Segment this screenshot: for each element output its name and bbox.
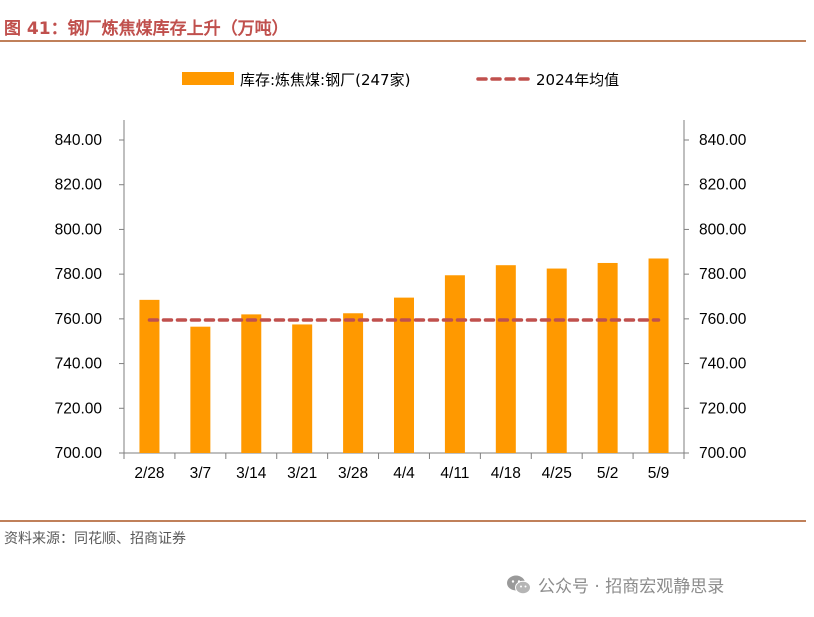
bar-3/14 [241,314,262,453]
bar-5/9 [648,258,669,453]
y-tick-label-left: 760.00 [55,311,103,328]
x-tick-label: 3/21 [287,465,317,482]
chart: 库存:炼焦煤:钢厂(247家) 2024年均值 700.00 720.00 740.0… [55,71,747,482]
y-tick-label-left: 780.00 [55,266,103,283]
x-tick-label: 4/11 [440,465,469,482]
x-tick-label: 4/25 [542,465,572,482]
bottom-rule [0,520,806,522]
y-tick-label-right: 700.00 [699,445,747,462]
watermark-text: 公众号 · 招商宏观静思录 [538,577,725,597]
y-tick-label-left: 820.00 [55,177,103,194]
bar-4/18 [495,265,516,453]
legend-swatch-bar [182,72,234,85]
x-tick-label: 3/28 [338,465,368,482]
y-tick-label-left: 700.00 [55,445,103,462]
bar-2/28 [139,299,160,453]
y-tick-label-right: 820.00 [699,177,747,194]
bar-5/2 [597,262,618,453]
legend: 库存:炼焦煤:钢厂(247家) 2024年均值 [182,71,619,89]
top-rule [0,40,806,42]
figure-title: 图 41：钢厂炼焦煤库存上升（万吨） [4,19,289,39]
x-tick-label: 5/9 [648,465,670,482]
bar-3/21 [292,324,313,453]
y-tick-label-right: 740.00 [699,356,747,373]
bar-4/25 [546,268,567,453]
x-tick-label: 3/14 [236,465,267,482]
y-tick-label-right: 800.00 [699,221,747,238]
source-note: 资料来源：同花顺、招商证券 [4,531,186,547]
x-tick-label: 4/18 [491,465,521,482]
y-tick-label-right: 840.00 [699,132,747,149]
y-tick-label-right: 720.00 [699,400,747,417]
bars [139,258,669,453]
y-tick-label-left: 740.00 [55,356,103,373]
y-tick-label-right: 780.00 [699,266,747,283]
bar-3/7 [190,326,211,453]
x-tick-label: 5/2 [597,465,619,482]
bar-4/11 [444,275,465,453]
x-tick-label: 3/7 [190,465,212,482]
wechat-icon [507,575,531,594]
y-tick-label-left: 840.00 [55,132,103,149]
legend-label-bar: 库存:炼焦煤:钢厂(247家) [240,71,410,89]
legend-label-line: 2024年均值 [536,71,619,89]
x-tick-labels: 2/28 3/7 3/14 3/21 3/28 4/4 4/11 4/18 4/25 5/2 5/9 [134,465,669,482]
bar-3/28 [343,313,364,453]
x-tick-label: 2/28 [134,465,164,482]
watermark: 公众号 · 招商宏观静思录 [506,572,724,597]
bar-4/4 [394,297,414,453]
x-tick-label: 4/4 [393,465,415,482]
y-tick-label-left: 720.00 [55,400,103,417]
y-tick-label-right: 760.00 [699,311,747,328]
y-tick-label-left: 800.00 [55,221,103,238]
